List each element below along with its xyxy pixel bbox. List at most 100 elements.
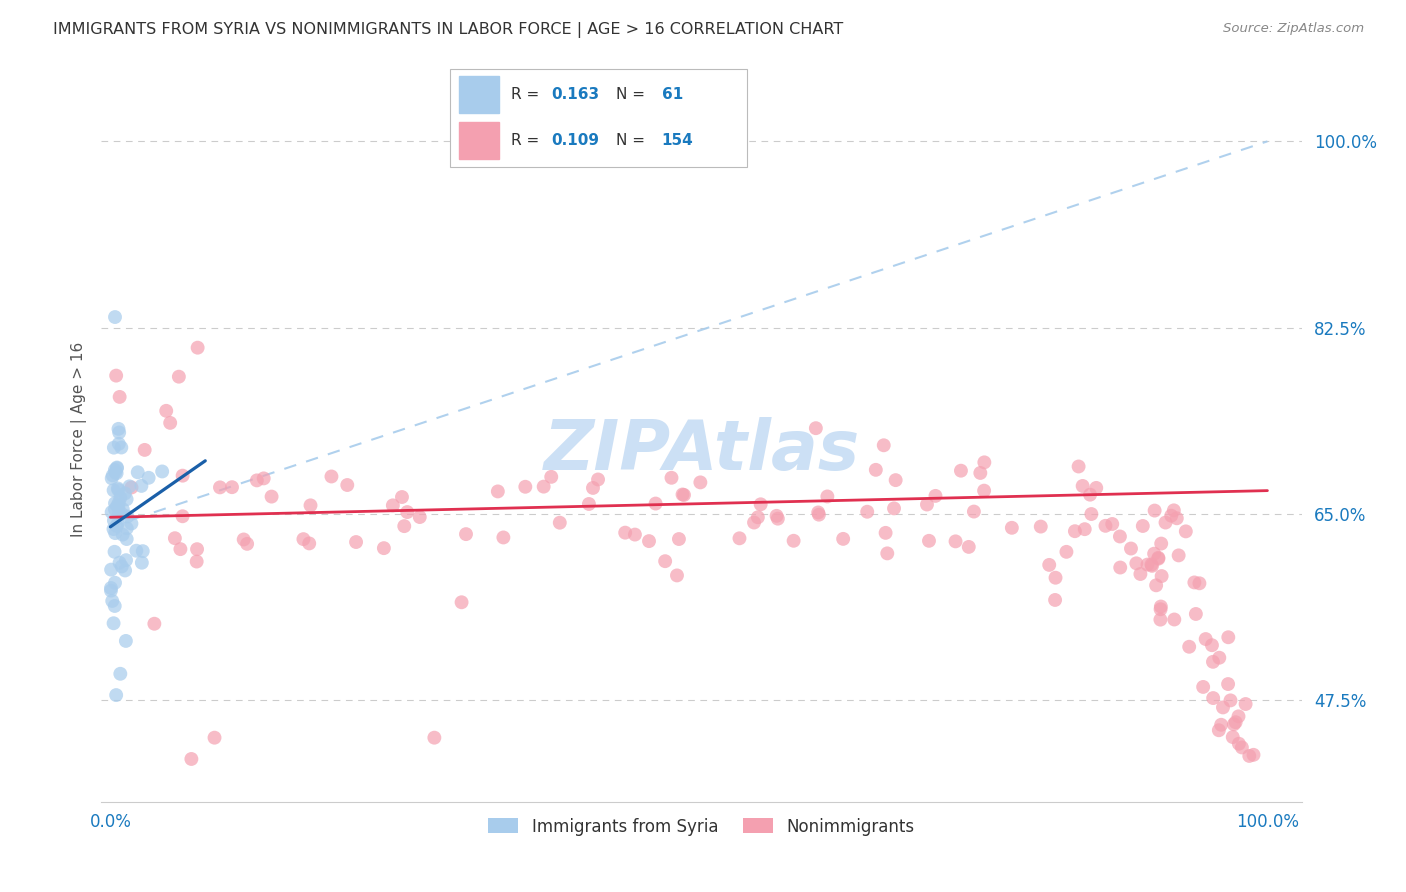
Point xyxy=(396,505,419,519)
Point xyxy=(644,497,666,511)
Point xyxy=(915,498,938,512)
Point xyxy=(132,544,155,558)
Point xyxy=(963,505,986,519)
Point xyxy=(121,480,143,494)
Point xyxy=(100,505,122,519)
Point xyxy=(108,495,131,509)
Point xyxy=(104,310,127,324)
Point xyxy=(111,527,134,541)
Point xyxy=(344,535,367,549)
Point xyxy=(1185,607,1208,621)
Point xyxy=(111,559,134,574)
Point xyxy=(1227,737,1250,751)
Text: N =: N = xyxy=(616,87,650,102)
Point xyxy=(187,341,209,355)
Text: 0.163: 0.163 xyxy=(551,87,599,102)
FancyBboxPatch shape xyxy=(450,69,748,168)
Point xyxy=(883,501,905,516)
Text: 0.109: 0.109 xyxy=(551,133,599,148)
Point xyxy=(105,368,128,383)
Point xyxy=(115,634,138,648)
Point xyxy=(765,508,787,523)
Point xyxy=(260,490,283,504)
Point xyxy=(127,465,149,479)
Point xyxy=(973,483,995,498)
Point xyxy=(108,507,131,521)
Point xyxy=(107,500,129,515)
Point xyxy=(454,527,477,541)
Point xyxy=(100,583,122,598)
Point xyxy=(107,483,129,497)
Point xyxy=(949,464,972,478)
Point xyxy=(103,441,125,455)
Point xyxy=(1202,691,1225,706)
Point xyxy=(1208,650,1230,665)
Point xyxy=(1149,613,1171,627)
Point xyxy=(450,595,472,609)
Point xyxy=(873,438,896,452)
Point xyxy=(1029,519,1052,533)
Point xyxy=(1001,521,1024,535)
Text: R =: R = xyxy=(512,87,544,102)
Point xyxy=(969,466,991,480)
Point xyxy=(1212,700,1234,714)
Point xyxy=(172,509,194,524)
Point xyxy=(115,532,138,546)
Point xyxy=(804,421,827,435)
Point xyxy=(728,531,751,545)
Point xyxy=(1192,680,1215,694)
Point xyxy=(105,461,128,475)
Point xyxy=(1140,558,1163,573)
Point xyxy=(672,488,695,502)
Point xyxy=(875,525,897,540)
Text: Source: ZipAtlas.com: Source: ZipAtlas.com xyxy=(1223,22,1364,36)
Point xyxy=(766,511,789,525)
Point xyxy=(1129,566,1152,581)
Point xyxy=(1080,507,1102,521)
Point xyxy=(1211,718,1233,732)
Point xyxy=(1101,516,1123,531)
Y-axis label: In Labor Force | Age > 16: In Labor Force | Age > 16 xyxy=(72,342,87,537)
Point xyxy=(1230,740,1253,755)
Point xyxy=(665,568,688,582)
Point xyxy=(1071,479,1094,493)
Point xyxy=(100,581,122,595)
Point xyxy=(945,534,967,549)
Point xyxy=(614,525,637,540)
Point xyxy=(167,369,190,384)
Point xyxy=(221,480,243,494)
Text: ZIPAtlas: ZIPAtlas xyxy=(544,417,859,483)
Point xyxy=(321,469,343,483)
Point xyxy=(1045,571,1067,585)
Point xyxy=(246,474,269,488)
Text: IMMIGRANTS FROM SYRIA VS NONIMMIGRANTS IN LABOR FORCE | AGE > 16 CORRELATION CHA: IMMIGRANTS FROM SYRIA VS NONIMMIGRANTS I… xyxy=(53,22,844,38)
Point xyxy=(1109,560,1132,574)
Point xyxy=(918,533,941,548)
Point xyxy=(884,473,907,487)
Point xyxy=(150,465,173,479)
Point xyxy=(1043,593,1066,607)
Point xyxy=(409,510,432,524)
Point xyxy=(134,442,156,457)
Point xyxy=(299,499,322,513)
Point xyxy=(1038,558,1060,572)
Point xyxy=(1078,488,1101,502)
Point xyxy=(973,455,995,469)
Text: R =: R = xyxy=(512,133,544,148)
Point xyxy=(1147,551,1170,566)
Point xyxy=(1188,576,1211,591)
Point xyxy=(1166,511,1188,525)
Point xyxy=(1150,569,1173,583)
Point xyxy=(856,505,879,519)
Point xyxy=(104,463,127,477)
Text: 154: 154 xyxy=(662,133,693,148)
Point xyxy=(159,416,181,430)
Point xyxy=(1132,519,1154,533)
Point xyxy=(1243,747,1265,762)
Point xyxy=(120,516,142,531)
Point xyxy=(1150,599,1173,614)
Point xyxy=(548,516,571,530)
Point xyxy=(1064,524,1087,539)
Point xyxy=(865,463,887,477)
Point xyxy=(1239,748,1261,763)
